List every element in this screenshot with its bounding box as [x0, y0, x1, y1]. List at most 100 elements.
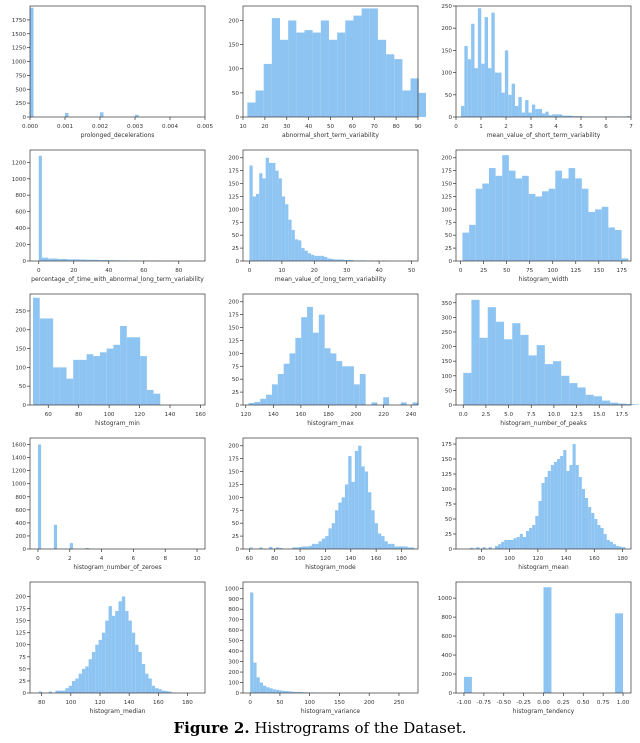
histogram-bar [301, 317, 308, 405]
x-tick-label: 0.002 [92, 124, 108, 130]
histogram-bar [289, 353, 296, 405]
histogram-histogram-number-of-peaks: 0.0 2.5 5.0 7.5 10.0 12.5 15.0 17.5 0 50 100 150 200… [426, 288, 640, 431]
histogram-bar [568, 168, 576, 261]
histogram-bar [374, 523, 378, 549]
x-tick-label: 0 [37, 268, 41, 274]
histogram-bar [488, 547, 492, 549]
histogram-svg: 120 140 160 180 200 220 240 0 25 50 75 100 125 150 175… [228, 293, 419, 427]
x-tick-label: 12.5 [570, 412, 583, 418]
histogram-bar [482, 183, 489, 261]
histogram-bar [544, 477, 548, 549]
histogram-bar [545, 111, 549, 117]
histogram-bar [593, 396, 602, 405]
histogram-bar [118, 601, 122, 693]
y-tick-label: 50 [232, 377, 240, 383]
histogram-bar [610, 402, 619, 405]
histogram-bar [308, 545, 312, 549]
histogram-bar [561, 375, 570, 405]
x-tick-label: 20 [311, 268, 319, 274]
histogram-bar [394, 59, 403, 117]
histogram-bar [60, 258, 64, 261]
x-tick-label: 0.003 [127, 124, 143, 130]
plot-frame [242, 149, 419, 262]
y-tick-label: 1000 [12, 60, 27, 66]
histogram-bar [106, 348, 114, 405]
histogram-bar [262, 178, 266, 261]
histogram-bar [252, 196, 256, 261]
histogram-bar [278, 178, 282, 261]
x-axis-label: histogram_mode [305, 564, 356, 571]
histogram-bar [543, 587, 552, 693]
y-tick-label: 125 [228, 194, 239, 200]
histogram-bar [404, 546, 408, 549]
histogram-svg: 60 80 100 120 140 160 180 0 25 50 75 100 125 150 175 20… [228, 437, 419, 571]
histogram-bar [296, 32, 305, 117]
x-tick-label: 60 [246, 556, 254, 562]
histogram-bar [259, 173, 263, 261]
histogram-bar [541, 483, 545, 549]
histogram-bar [518, 97, 522, 117]
histogram-bar [588, 507, 592, 549]
x-tick-label: 5.0 [504, 412, 513, 418]
x-tick-label: 100 [504, 556, 515, 562]
x-tick-label: -0.50 [496, 700, 511, 706]
y-tick-label: 900 [228, 597, 239, 603]
x-tick-label: 2 [68, 556, 72, 562]
histogram-bar [250, 592, 254, 693]
histogram-bar [95, 644, 99, 693]
histogram-bar [259, 682, 263, 693]
x-tick-label: 0 [248, 268, 252, 274]
histogram-svg: 0.000 0.001 0.002 0.003 0.004 0.005 0 250 500 750… [12, 5, 213, 139]
histogram-bar [93, 356, 100, 405]
histogram-bar [481, 63, 485, 117]
histogram-bar [302, 546, 306, 549]
histogram-bar [519, 534, 523, 549]
y-tick-label: 150 [441, 48, 452, 54]
x-tick-label: 140 [268, 412, 279, 418]
histogram-bar [318, 541, 322, 549]
x-axis-label: mean_value_of_short_term_variability [487, 132, 601, 139]
x-axis-label: percentage_of_time_with_abnormal_long_te… [31, 276, 204, 283]
histogram-bar [249, 165, 253, 261]
x-tick-label: 80 [271, 556, 279, 562]
histogram-bar [502, 155, 509, 261]
histogram-bar [312, 332, 319, 405]
histogram-bar [108, 606, 112, 693]
histogram-bar [397, 546, 402, 549]
histogram-bar [269, 688, 273, 693]
x-tick-label: 150 [593, 268, 604, 274]
x-tick-label: 50 [503, 268, 511, 274]
x-tick-label: 0.50 [577, 700, 590, 706]
histogram-bar [538, 109, 543, 117]
x-tick-label: 80 [75, 412, 83, 418]
histogram-bar [295, 691, 299, 693]
x-tick-label: 30 [343, 268, 351, 274]
histogram-bar [69, 543, 73, 549]
histogram-bar [259, 547, 263, 549]
histogram-bar [528, 193, 536, 261]
histogram-bar [111, 260, 115, 261]
histogram-bar [538, 501, 542, 549]
y-tick-label: 150 [15, 619, 26, 625]
y-tick-label: 250 [15, 101, 26, 107]
y-tick-label: 50 [232, 91, 240, 97]
y-tick-label: 500 [228, 639, 239, 645]
histogram-bar [315, 543, 319, 549]
histogram-bar [471, 299, 480, 405]
y-tick-label: 250 [15, 309, 26, 315]
histogram-bar [384, 541, 388, 549]
histogram-bar [609, 541, 613, 549]
histogram-bar [70, 259, 74, 261]
histogram-bar [63, 258, 68, 261]
x-tick-label: 160 [195, 412, 206, 418]
x-tick-label: 140 [561, 556, 572, 562]
histogram-bar [572, 444, 576, 549]
histogram-bar [263, 685, 267, 693]
histogram-bar [104, 260, 109, 261]
histogram-bar [566, 471, 570, 549]
y-tick-label: 1000 [12, 177, 27, 183]
histogram-bar [328, 528, 332, 549]
histogram-bar [361, 466, 365, 549]
y-tick-label: 200 [441, 672, 452, 678]
histogram-bar [288, 691, 292, 693]
